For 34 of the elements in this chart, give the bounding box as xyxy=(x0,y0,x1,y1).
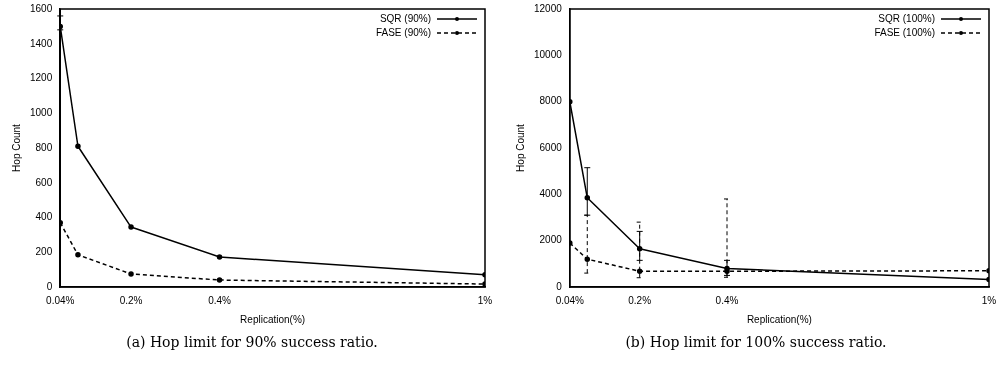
legend-label: SQR (90%) xyxy=(379,12,431,24)
text: (b) Hop limit for 100% success ratio. xyxy=(625,334,887,350)
y-tick-label: 8000 xyxy=(539,95,563,107)
x-tick-label: 0.2% xyxy=(119,294,143,306)
x-axis-title: Replication(%) xyxy=(746,313,812,325)
x-tick-label: 0.4% xyxy=(715,294,739,306)
y-axis-title: Hop Count xyxy=(10,123,22,172)
y-axis-title: Hop Count xyxy=(514,123,526,172)
y-tick-label: 200 xyxy=(35,246,53,257)
y-tick-label: 600 xyxy=(35,176,53,188)
y-tick-label: 4000 xyxy=(539,188,563,200)
y-tick-label: 1400 xyxy=(30,37,53,49)
x-tick-label: 0.2% xyxy=(628,294,652,306)
y-tick-label: 6000 xyxy=(539,141,563,153)
y-tick-label: 1600 xyxy=(30,2,53,14)
x-tick-label: 1% xyxy=(981,294,997,306)
y-tick-label: 1200 xyxy=(30,72,53,84)
y-tick-label: 12000 xyxy=(534,2,563,14)
y-tick-label: 800 xyxy=(35,141,53,153)
x-axis-title: Replication(%) xyxy=(240,313,306,325)
y-tick-label: 10000 xyxy=(534,49,563,61)
text: (a) Hop limit for 90% success ratio. xyxy=(126,334,378,350)
legend-label: SQR (100%) xyxy=(878,12,935,24)
x-tick-label: 0.04% xyxy=(555,294,585,306)
y-tick-label: 400 xyxy=(35,211,53,223)
x-tick-label: 1% xyxy=(477,294,493,306)
y-tick-label: 0 xyxy=(46,280,53,292)
legend-label: FASE (90%) xyxy=(375,26,431,38)
x-tick-label: 0.04% xyxy=(46,294,75,306)
y-tick-label: 1000 xyxy=(30,107,53,118)
x-tick-label: 0.4% xyxy=(208,294,232,306)
legend-label: FASE (100%) xyxy=(874,26,935,38)
y-tick-label: 2000 xyxy=(539,234,563,246)
y-tick-label: 0 xyxy=(556,280,563,292)
